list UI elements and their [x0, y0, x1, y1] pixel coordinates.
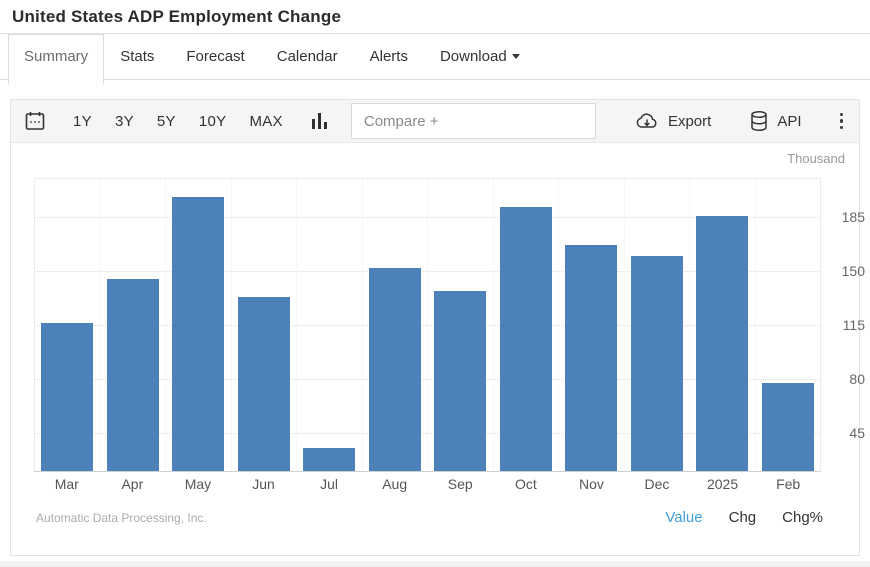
y-axis-label: 115 [842, 317, 865, 333]
chart-toolbar: 1Y 3Y 5Y 10Y MAX Export [11, 100, 859, 143]
x-axis-label: Aug [382, 476, 408, 492]
y-axis-unit-label: Thousand [787, 151, 845, 166]
api-label: API [777, 112, 802, 130]
x-axis-label: Sep [447, 476, 473, 492]
y-axis-label: 45 [849, 425, 865, 442]
category-cell-mar [35, 179, 101, 471]
category-cell-sep [428, 179, 494, 471]
x-axis-label: Apr [121, 476, 144, 492]
y-axis-label: 185 [841, 208, 865, 225]
value-mode-switch: Value Chg Chg% [665, 509, 823, 526]
bar-mar[interactable] [41, 323, 94, 471]
compare-input[interactable] [350, 103, 596, 139]
calendar-range-button[interactable] [23, 109, 47, 133]
header: United States ADP Employment Change [0, 0, 870, 33]
source-attribution: Automatic Data Processing, Inc. [36, 511, 207, 525]
range-button-10y[interactable]: 10Y [198, 112, 227, 130]
database-icon [751, 110, 768, 132]
export-button[interactable]: Export [634, 111, 711, 131]
y-axis-label: 80 [849, 371, 865, 388]
chart-area: Thousand 45 80 115 150 185 Mar Apr May Jun Jul Au… [11, 143, 865, 555]
category-cell-jun [232, 179, 297, 471]
mode-chg-pct[interactable]: Chg% [782, 509, 823, 526]
bar-jun[interactable] [237, 297, 290, 471]
chart-panel: 1Y 3Y 5Y 10Y MAX Export [10, 99, 865, 556]
plot-area [34, 178, 821, 472]
range-button-1y[interactable]: 1Y [73, 112, 92, 130]
x-axis-label: Nov [578, 476, 604, 492]
x-axis-label: Dec [644, 476, 670, 492]
bar-apr[interactable] [106, 278, 159, 471]
caret-down-icon [511, 54, 520, 59]
cloud-download-icon [636, 113, 657, 128]
x-axis-label: Feb [776, 476, 801, 492]
toolbar-right: Export API [596, 110, 847, 132]
bar-aug[interactable] [368, 268, 421, 471]
range-buttons: 1Y 3Y 5Y 10Y MAX [73, 113, 306, 130]
x-axis-label: 2025 [706, 476, 739, 492]
export-label: Export [667, 112, 712, 130]
bar-dec[interactable] [630, 255, 683, 471]
category-cell-nov [559, 179, 625, 471]
category-cell-apr [101, 179, 166, 471]
range-button-max[interactable]: MAX [249, 112, 283, 130]
category-cell-oct [494, 179, 559, 471]
tab-download[interactable]: Download [424, 34, 536, 80]
api-button[interactable]: API [749, 110, 802, 132]
x-axis-label: Oct [514, 476, 537, 492]
category-cell-dec [625, 179, 690, 471]
bar-series [35, 179, 820, 471]
category-cell-may [166, 179, 232, 471]
x-axis-label: May [184, 476, 212, 492]
bar-jul[interactable] [303, 447, 356, 471]
x-axis-label: Jul [320, 476, 339, 492]
category-cell-feb [756, 179, 821, 471]
tab-calendar[interactable]: Calendar [276, 48, 338, 65]
bar-may[interactable] [172, 197, 225, 471]
range-button-3y[interactable]: 3Y [114, 112, 134, 130]
tab-summary[interactable]: Summary [8, 34, 105, 85]
tab-alerts[interactable]: Alerts [369, 48, 408, 65]
bar-oct[interactable] [499, 206, 552, 471]
calendar-icon [25, 112, 45, 130]
category-cell-aug [363, 179, 428, 471]
x-axis-label: Jun [252, 476, 275, 492]
x-axis-labels: Mar Apr May Jun Jul Aug Sep Oct Nov Dec 2025 Feb [34, 476, 821, 492]
bar-2025[interactable] [696, 215, 749, 471]
bar-nov[interactable] [565, 245, 618, 471]
page-title: United States ADP Employment Change [12, 7, 342, 26]
category-cell-jul [297, 179, 363, 471]
bar-feb[interactable] [761, 383, 814, 471]
category-cell-2025 [690, 179, 756, 471]
tab-stats[interactable]: Stats [120, 48, 155, 65]
range-button-5y[interactable]: 5Y [156, 112, 176, 130]
tab-forecast[interactable]: Forecast [186, 48, 245, 65]
chart-type-icon[interactable] [311, 113, 327, 129]
x-axis-label: Mar [54, 476, 79, 492]
bar-sep[interactable] [434, 291, 487, 471]
tab-bar: Summary Stats Forecast Calendar Alerts Downlo… [0, 33, 870, 85]
more-options-button[interactable] [836, 111, 848, 132]
y-axis-label: 150 [841, 262, 865, 279]
y-axis-labels: 45 80 115 150 185 [829, 178, 865, 472]
mode-value[interactable]: Value [665, 509, 703, 526]
mode-chg[interactable]: Chg [728, 509, 757, 526]
